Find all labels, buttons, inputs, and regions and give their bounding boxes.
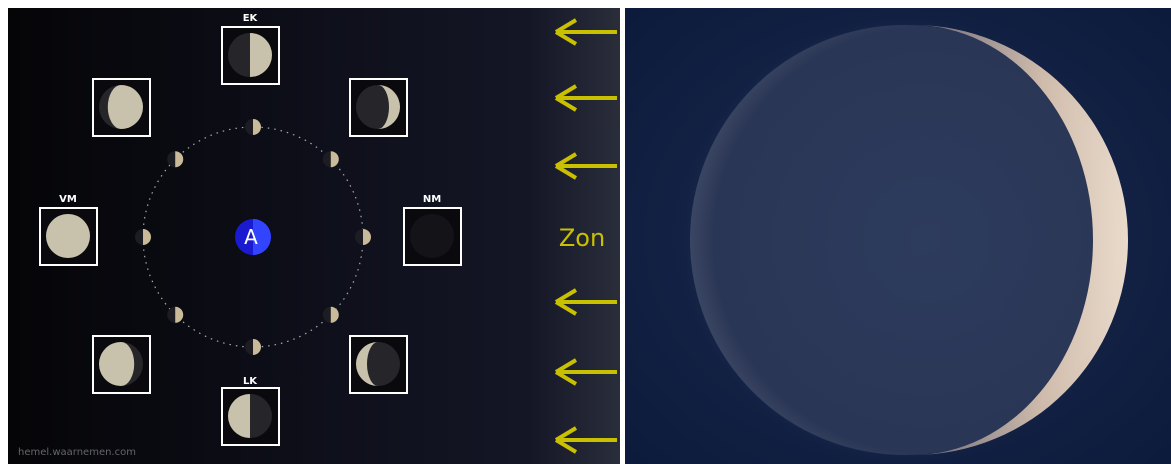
phase-label: EK xyxy=(243,13,259,24)
phase-label: LK xyxy=(243,376,258,387)
left-panel xyxy=(8,8,620,464)
sun-label: Zon xyxy=(559,224,605,252)
figure: A EK NM LK VM Zon hemel.waarnemen.com xyxy=(0,0,1171,464)
phase-label: VM xyxy=(59,194,77,205)
page: A EK NM LK VM Zon hemel.waarnemen.com ((… xyxy=(0,0,1171,464)
earth-label: A xyxy=(244,225,258,249)
credit: hemel.waarnemen.com xyxy=(18,447,136,458)
phase-moon-lit xyxy=(46,214,90,258)
phase-moon-dark xyxy=(410,214,454,258)
phase-label: NM xyxy=(423,194,441,205)
